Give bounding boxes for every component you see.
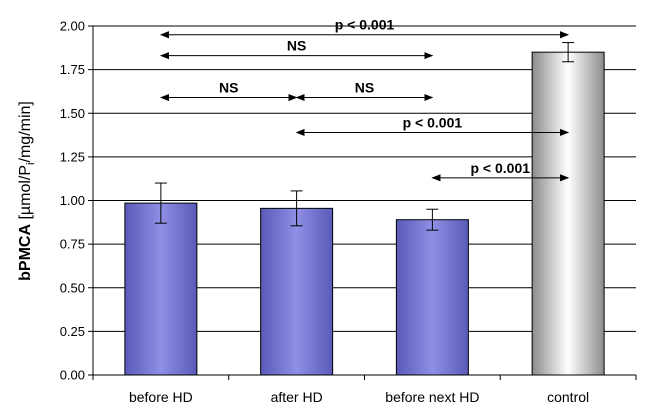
bar-after-hd (260, 207, 334, 376)
x-category-label: after HD (271, 389, 323, 405)
y-tick-label: 1.50 (60, 106, 85, 121)
error-bar (426, 208, 439, 231)
y-tick-label: 1.75 (60, 62, 85, 77)
x-category-label: before next HD (385, 389, 479, 405)
y-axis-label-unit-pre: [µmol/P (17, 165, 34, 224)
y-tick-label: 0.75 (60, 237, 85, 252)
significance-label: NS (355, 80, 374, 96)
significance-annotation: NS (295, 80, 434, 102)
y-axis-label: bPMCA [µmol/Pi/mg/min] (17, 101, 37, 281)
y-tick-label: 0.50 (60, 280, 85, 295)
y-tick-label: 0.00 (60, 368, 85, 383)
y-axis-label-unit-sub: i (25, 162, 37, 164)
y-axis-label-unit-post: /mg/min] (17, 101, 34, 162)
error-bars (154, 42, 575, 231)
error-bar (154, 182, 167, 224)
x-category-label: before HD (129, 389, 193, 405)
y-tick-label: 1.25 (60, 149, 85, 164)
y-tick-label: 1.00 (60, 193, 85, 208)
significance-label: NS (219, 80, 238, 96)
error-bar (562, 42, 575, 63)
significance-annotation: p < 0.001 (295, 114, 570, 137)
significance-label: p < 0.001 (470, 160, 530, 176)
significance-annotation: NS (159, 38, 434, 60)
bar-before-next-hd (395, 219, 469, 376)
significance-annotation: NS (159, 80, 298, 102)
bar-before-hd (124, 202, 198, 376)
x-category-label: control (547, 389, 589, 405)
y-tick-label: 0.25 (60, 324, 85, 339)
error-bar (290, 190, 303, 227)
significance-annotation: p < 0.001 (431, 160, 570, 182)
significance-label: p < 0.001 (335, 17, 395, 33)
significance-label: NS (287, 38, 306, 54)
y-tick-labels: 0.00 0.25 0.50 0.75 1.00 1.25 1.50 1.75 2.00 (60, 19, 93, 383)
significance-annotations: p < 0.001 NS NS NS p < 0.001 p < 0.001 (159, 17, 570, 182)
bars (124, 51, 605, 376)
y-tick-label: 2.00 (60, 19, 85, 34)
significance-annotation: p < 0.001 (159, 17, 570, 39)
x-category-labels: before HD after HD before next HD control (129, 389, 589, 405)
y-axis-label-bold: bPMCA (17, 224, 34, 281)
significance-label: p < 0.001 (403, 114, 463, 130)
bar-control (531, 51, 605, 376)
